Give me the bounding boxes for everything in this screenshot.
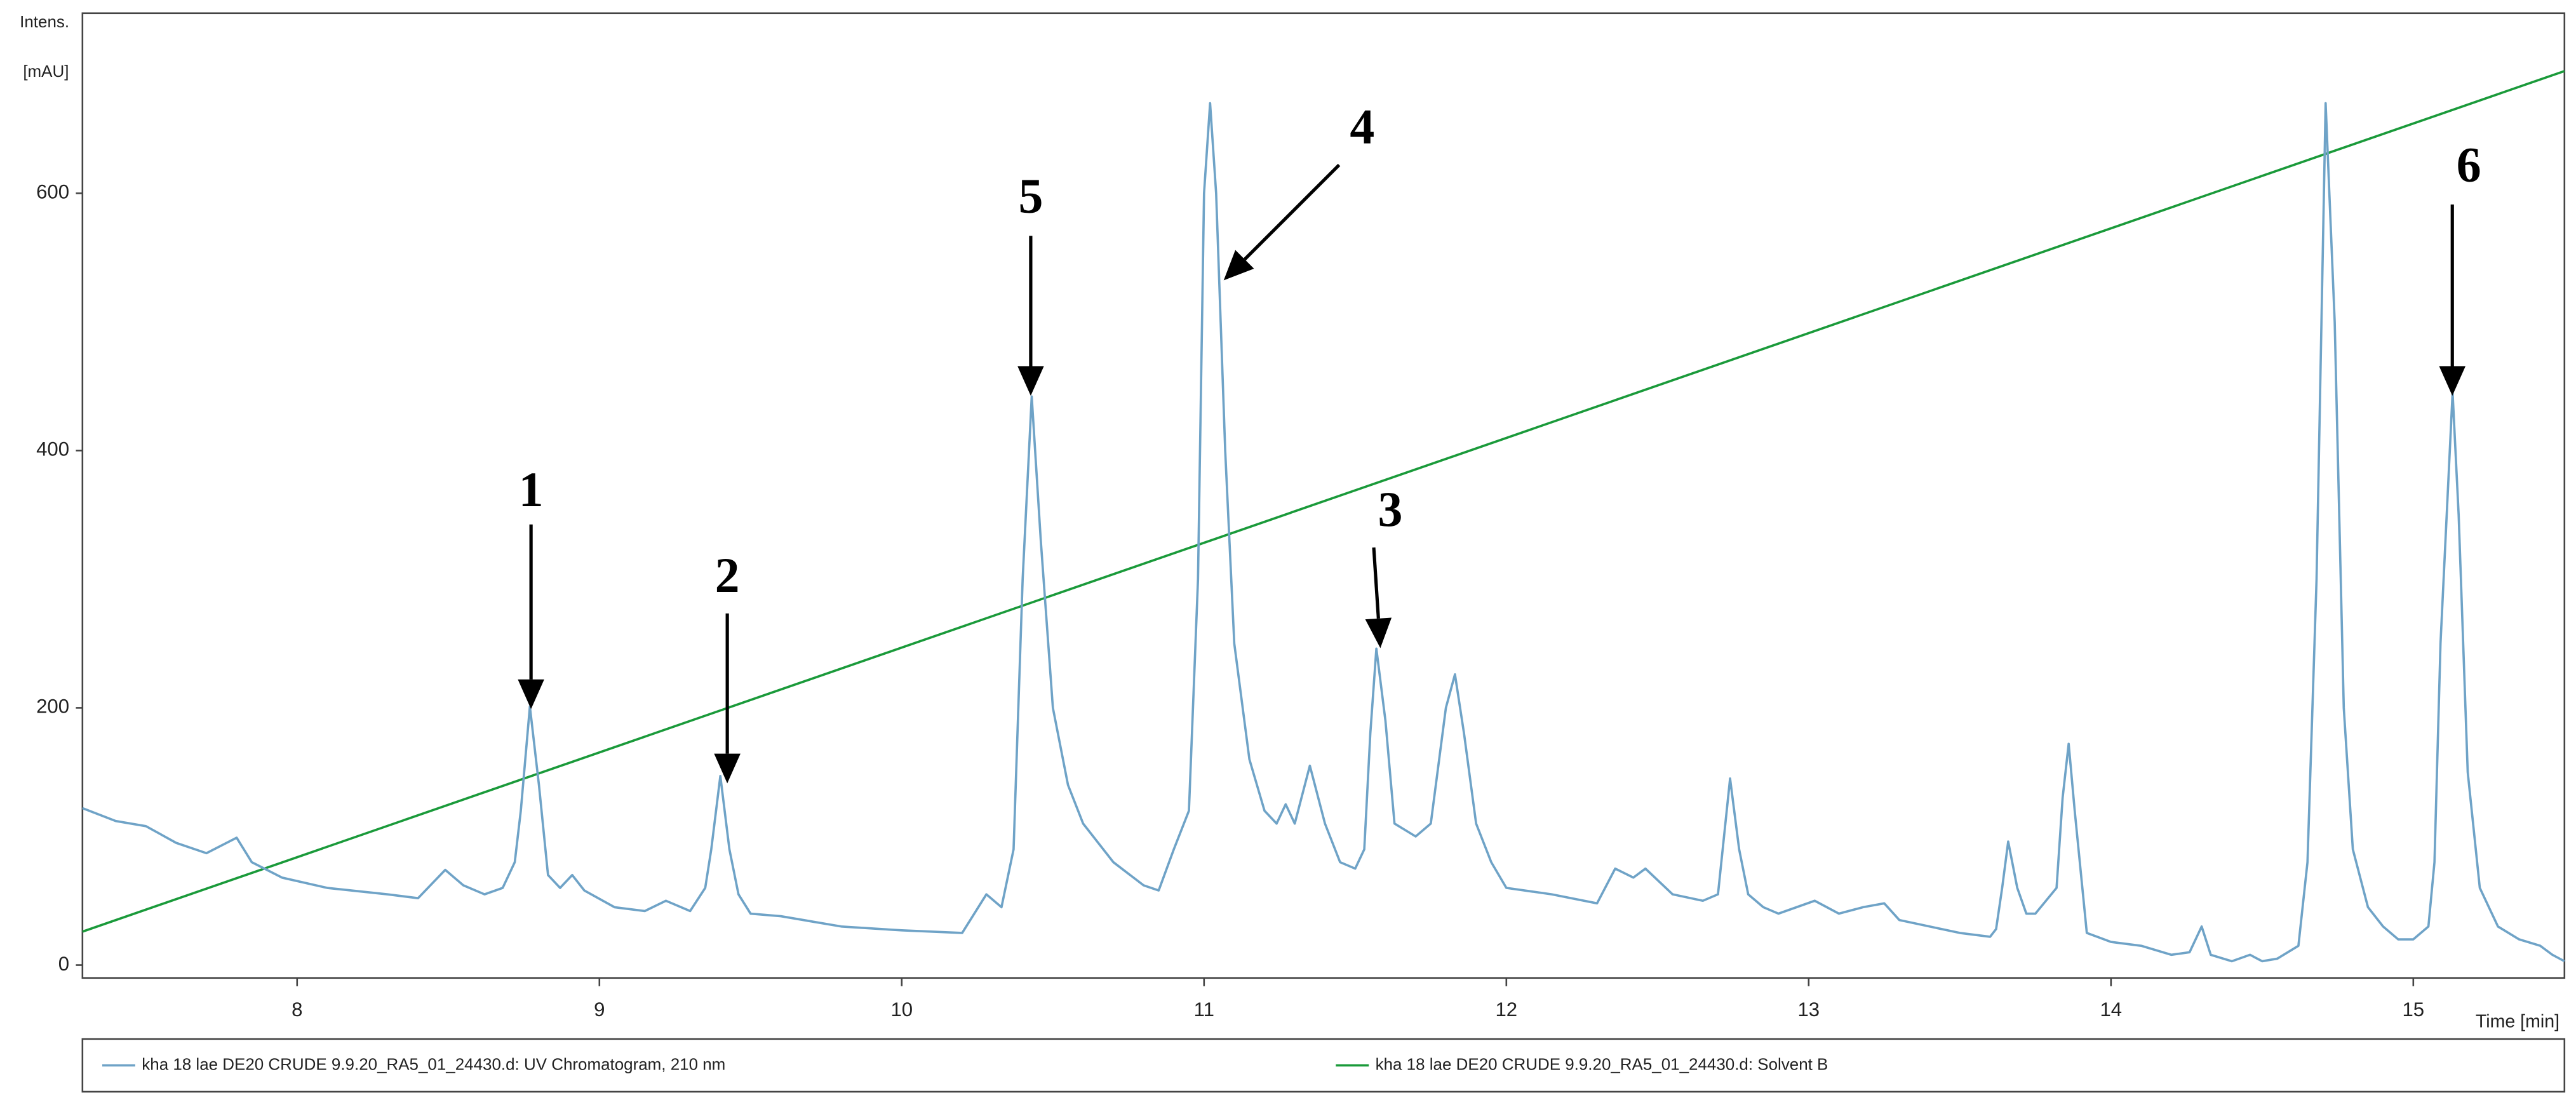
series-line xyxy=(82,102,2565,963)
legend-label: kha 18 lae DE20 CRUDE 9.9.20_RA5_01_2443… xyxy=(1376,1054,1828,1073)
annotation-arrow xyxy=(1243,163,1341,261)
x-tick-label: 15 xyxy=(2403,998,2425,1021)
x-tick-label: 12 xyxy=(1495,998,1517,1021)
annotation-arrowhead xyxy=(2439,366,2466,396)
plot-frame xyxy=(81,12,2566,979)
annotation: 5 xyxy=(1018,169,1043,224)
legend-label: kha 18 lae DE20 CRUDE 9.9.20_RA5_01_2443… xyxy=(142,1054,725,1073)
x-tick-label: 8 xyxy=(292,998,302,1021)
y-label: [mAU] xyxy=(23,62,69,81)
x-tick-label: 14 xyxy=(2100,998,2122,1021)
x-tick-label: 10 xyxy=(890,998,913,1021)
y-tick-label: 400 xyxy=(36,438,69,460)
x-tick-label: 13 xyxy=(1797,998,1820,1021)
annotation: 6 xyxy=(2457,137,2481,192)
legend-box xyxy=(81,1038,2566,1093)
series-line xyxy=(82,70,2565,933)
y-tick-label: 200 xyxy=(36,695,69,718)
annotation-arrowhead xyxy=(1017,366,1044,396)
annotation-arrowhead xyxy=(714,753,741,784)
annotation-arrowhead xyxy=(1365,617,1392,648)
y-tick-label: 600 xyxy=(36,181,69,203)
annotation: 2 xyxy=(715,548,740,603)
y-tick-label: 0 xyxy=(58,953,69,975)
x-tick-label: 11 xyxy=(1194,998,1214,1021)
annotation: 3 xyxy=(1378,482,1403,537)
annotation: 4 xyxy=(1350,100,1374,154)
x-label: Time [min] xyxy=(2476,1011,2559,1031)
y-label: Intens. xyxy=(20,12,69,31)
x-tick-label: 9 xyxy=(594,998,605,1021)
annotation: 1 xyxy=(519,462,544,517)
annotation-arrowhead xyxy=(1223,250,1254,281)
annotation-arrow xyxy=(1372,547,1380,619)
annotation-arrowhead xyxy=(518,679,544,709)
